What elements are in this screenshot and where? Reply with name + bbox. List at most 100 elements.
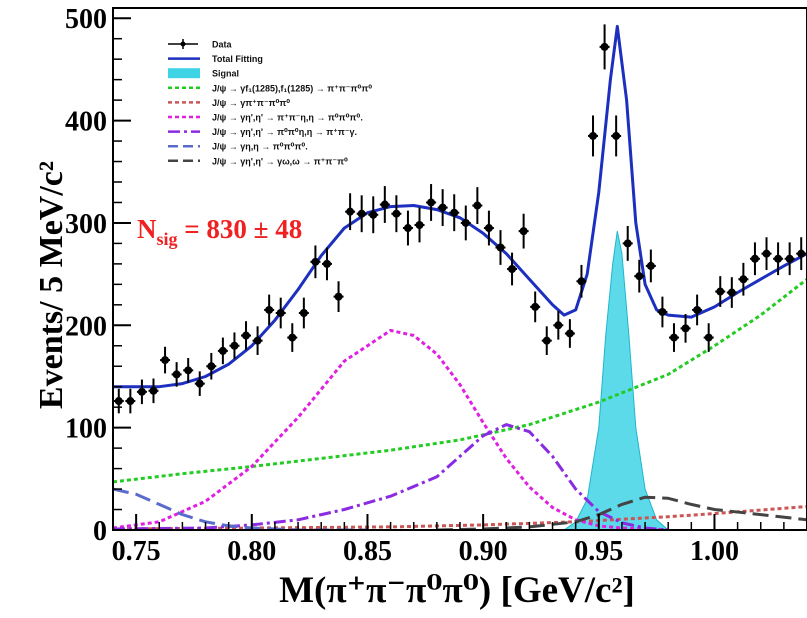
data-point bbox=[450, 208, 459, 217]
data-point bbox=[739, 275, 748, 284]
data-point bbox=[623, 239, 632, 248]
nsig-annotation-layer: Nsig = 830 ± 48 bbox=[137, 214, 302, 249]
data-point bbox=[392, 209, 401, 218]
series-line-1 bbox=[113, 278, 807, 484]
x-tick-label: 1.00 bbox=[690, 536, 739, 567]
data-point bbox=[693, 305, 702, 314]
data-point bbox=[519, 227, 528, 236]
data-point bbox=[346, 207, 355, 216]
y-tick-label: 500 bbox=[65, 4, 107, 35]
legend: Data Total Fitting Signal J/ψ → γf₁(1285),f… bbox=[168, 39, 372, 166]
data-point bbox=[137, 387, 146, 396]
series-line-6 bbox=[436, 495, 807, 530]
x-tick-label: 0.75 bbox=[112, 536, 161, 567]
legend-label: Signal bbox=[212, 69, 239, 79]
data-point bbox=[716, 287, 725, 296]
data-point bbox=[114, 397, 123, 406]
x-axis-label: M(π⁺π⁻π⁰π⁰) [GeV/c²] bbox=[279, 570, 635, 611]
data-point bbox=[218, 346, 227, 355]
data-point bbox=[531, 302, 540, 311]
data-point bbox=[172, 370, 181, 379]
data-point bbox=[184, 366, 193, 375]
data-point bbox=[195, 379, 204, 388]
x-tick-label: 0.80 bbox=[227, 536, 276, 567]
legend-label: J/ψ → γπ⁺π⁻π⁰π⁰ bbox=[212, 98, 290, 108]
data-point bbox=[369, 210, 378, 219]
x-tick-label: 0.85 bbox=[343, 536, 392, 567]
y-tick-label: 200 bbox=[65, 311, 107, 342]
y-axis-label: Events/ 5 MeV/c² bbox=[33, 161, 70, 409]
data-point bbox=[380, 200, 389, 209]
data-point bbox=[322, 259, 331, 268]
legend-label: Total Fitting bbox=[212, 54, 263, 64]
signal-area bbox=[563, 230, 669, 530]
y-tick-label: 0 bbox=[93, 516, 107, 547]
signal-area-layer bbox=[563, 230, 669, 530]
data-point bbox=[403, 224, 412, 233]
nsig-symbol: N bbox=[137, 214, 157, 244]
data-point bbox=[612, 131, 621, 140]
legend-marker-data-dot bbox=[180, 41, 186, 47]
nsig-label: Nsig = 830 ± 48 bbox=[137, 214, 302, 249]
legend-marker-signal bbox=[168, 68, 200, 79]
data-point bbox=[577, 277, 586, 286]
data-point bbox=[589, 131, 598, 140]
data-point bbox=[299, 309, 308, 318]
data-point bbox=[230, 341, 239, 350]
data-point bbox=[276, 309, 285, 318]
data-point bbox=[646, 261, 655, 270]
data-point bbox=[508, 265, 517, 273]
data-point bbox=[438, 203, 447, 212]
nsig-subscript: sig bbox=[157, 229, 178, 249]
data-point bbox=[727, 288, 736, 297]
legend-label: J/ψ → γη',η' → γω,ω → π⁺π⁻π⁰ bbox=[212, 156, 348, 166]
x-tick-label: 0.95 bbox=[574, 536, 623, 567]
legend-label: J/ψ → γf₁(1285),f₁(1285) → π⁺π⁻π⁰π⁰ bbox=[212, 83, 372, 93]
data-point bbox=[785, 254, 794, 263]
data-point bbox=[207, 362, 216, 371]
x-tick-label: 0.90 bbox=[459, 536, 508, 567]
data-point bbox=[265, 305, 274, 314]
data-point bbox=[774, 254, 783, 263]
data-point bbox=[600, 42, 609, 51]
data-point bbox=[461, 218, 470, 227]
data-point bbox=[288, 333, 297, 342]
data-point bbox=[357, 209, 366, 218]
nsig-value: = 830 ± 48 bbox=[178, 214, 303, 244]
data-point bbox=[242, 331, 251, 340]
data-point bbox=[750, 254, 759, 263]
data-point bbox=[415, 220, 424, 229]
data-point bbox=[554, 321, 563, 330]
data-point bbox=[762, 249, 771, 258]
legend-label: J/ψ → γη',η' → π⁰π⁰η,η → π⁺π⁻γ. bbox=[212, 127, 357, 137]
fit-curves-layer bbox=[113, 278, 807, 530]
data-point bbox=[669, 333, 678, 342]
data-point bbox=[311, 257, 320, 266]
legend-label: Data bbox=[212, 40, 233, 50]
data-point bbox=[565, 329, 574, 338]
series-line-4 bbox=[113, 423, 669, 530]
data-point bbox=[334, 292, 343, 301]
data-point bbox=[681, 324, 690, 333]
data-point bbox=[149, 386, 158, 395]
data-point bbox=[126, 397, 135, 406]
y-tick-label: 100 bbox=[65, 414, 107, 445]
data-point bbox=[496, 243, 505, 252]
data-point bbox=[658, 307, 667, 316]
data-point bbox=[253, 336, 262, 345]
data-point bbox=[161, 356, 170, 365]
series-line-0 bbox=[113, 24, 807, 389]
data-point bbox=[427, 198, 436, 207]
data-point bbox=[797, 249, 806, 258]
data-point bbox=[473, 201, 482, 210]
axes-layer: 0 100 200 300 400 500 0.75 0.80 0.85 0.90 0.95 1.00 bbox=[65, 4, 807, 567]
data-points-layer bbox=[113, 24, 807, 414]
y-tick-label: 400 bbox=[65, 107, 107, 138]
legend-label: J/ψ → γη,η → π⁰π⁰π⁰. bbox=[212, 142, 308, 152]
data-point bbox=[542, 336, 551, 345]
data-point bbox=[484, 224, 493, 233]
legend-label: J/ψ → γη',η' → π⁺π⁻η,η → π⁰π⁰π⁰. bbox=[212, 113, 363, 123]
data-point bbox=[635, 272, 644, 281]
y-tick-label: 300 bbox=[65, 209, 107, 240]
